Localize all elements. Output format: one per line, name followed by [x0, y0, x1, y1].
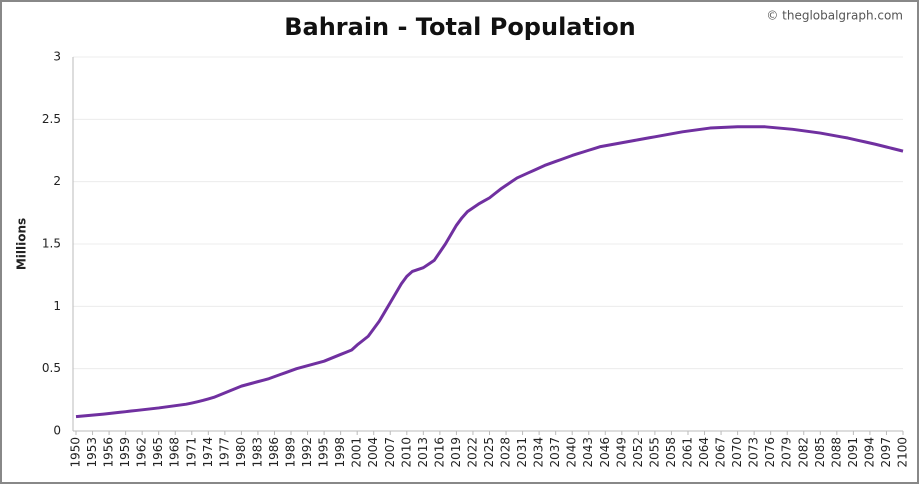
x-tick-label: 2028 — [499, 437, 513, 468]
x-tick-label: 1992 — [300, 437, 314, 468]
x-tick-label: 1971 — [184, 437, 198, 468]
x-tick-label: 1956 — [102, 437, 116, 468]
x-tick-label: 2091 — [846, 437, 860, 468]
y-tick-label: 1 — [53, 299, 61, 313]
x-tick-label: 2082 — [796, 437, 810, 468]
chart-title: Bahrain - Total Population — [284, 13, 636, 41]
x-tick-label: 2088 — [829, 437, 843, 468]
x-tick-label: 2094 — [862, 437, 876, 468]
x-tick-label: 2004 — [366, 437, 380, 468]
y-tick-label: 0.5 — [42, 361, 61, 375]
y-tick-label: 3 — [53, 50, 61, 64]
x-tick-label: 2007 — [383, 437, 397, 468]
x-tick-label: 1989 — [284, 437, 298, 468]
data-line — [75, 125, 904, 419]
y-axis-label: Millions — [15, 218, 29, 270]
y-tick-label: 2 — [53, 174, 61, 188]
x-tick-label: 1965 — [151, 437, 165, 468]
x-tick-label: 1959 — [118, 437, 132, 468]
x-tick-label: 2010 — [399, 437, 413, 468]
x-tick-label: 1953 — [85, 437, 99, 468]
x-tick-label: 2052 — [631, 437, 645, 468]
x-tick-label: 2037 — [548, 437, 562, 468]
x-tick-label: 2061 — [680, 437, 694, 468]
x-tick-label: 2031 — [515, 437, 529, 468]
x-tick-label: 2073 — [747, 437, 761, 468]
x-tick-label: 2049 — [614, 437, 628, 468]
x-tick-label: 1962 — [135, 437, 149, 468]
x-tick-label: 2058 — [664, 437, 678, 468]
attribution: © theglobalgraph.com — [766, 9, 903, 23]
y-tick-label: 0 — [53, 424, 61, 438]
x-tick-label: 1983 — [250, 437, 264, 468]
y-tick-label: 1.5 — [42, 237, 61, 251]
x-tick-label: 2025 — [482, 437, 496, 468]
x-tick-label: 2013 — [416, 437, 430, 468]
x-tick-label: 2034 — [532, 437, 546, 468]
y-tick-label: 2.5 — [42, 112, 61, 126]
x-tick-label: 2043 — [581, 437, 595, 468]
x-tick-label: 2067 — [714, 437, 728, 468]
x-tick-label: 1998 — [333, 437, 347, 468]
x-tick-label: 2019 — [449, 437, 463, 468]
x-tick-label: 2046 — [598, 437, 612, 468]
x-tick-label: 1995 — [317, 437, 331, 468]
x-tick-label: 2076 — [763, 437, 777, 468]
x-tick-label: 1977 — [217, 437, 231, 468]
x-tick-label: 1980 — [234, 437, 248, 468]
x-tick-label: 2055 — [647, 437, 661, 468]
x-tick-label: 2097 — [879, 437, 893, 468]
x-tick-label: 1974 — [201, 437, 215, 468]
x-tick-label: 2100 — [896, 437, 910, 468]
x-tick-label: 2001 — [350, 437, 364, 468]
x-tick-label: 1968 — [168, 437, 182, 468]
x-tick-label: 2022 — [465, 437, 479, 468]
x-tick-label: 1950 — [69, 437, 83, 468]
x-tick-label: 2085 — [813, 437, 827, 468]
x-tick-label: 2070 — [730, 437, 744, 468]
x-tick-label: 2016 — [432, 437, 446, 468]
x-tick-label: 2040 — [565, 437, 579, 468]
x-tick-label: 2064 — [697, 437, 711, 468]
x-tick-label: 1986 — [267, 437, 281, 468]
x-tick-label: 2079 — [780, 437, 794, 468]
